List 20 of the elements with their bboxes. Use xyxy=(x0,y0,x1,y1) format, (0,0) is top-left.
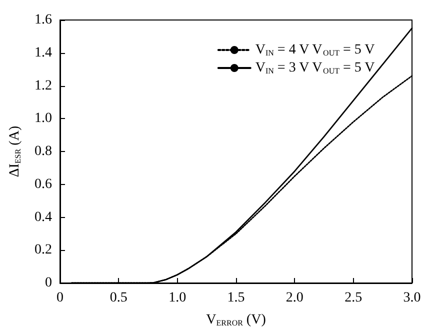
y-tick-label: 0.8 xyxy=(34,144,52,159)
x-tick-label: 1.5 xyxy=(227,290,245,306)
y-tick-label: 0.2 xyxy=(34,242,52,258)
y-tick-label: 0.6 xyxy=(34,176,52,192)
y-tick-label: 0.4 xyxy=(34,210,52,225)
legend-label: VIN = 4 V VOUT = 5 V xyxy=(255,42,375,58)
x-tick-label: 1.0 xyxy=(168,290,186,306)
y-tick-label: 1.0 xyxy=(34,111,52,126)
y-tick-label: 1.6 xyxy=(34,12,52,28)
legend-label: VIN = 3 V VOUT = 5 V xyxy=(255,60,375,76)
y-axis-title: ΔIESR (A) xyxy=(8,126,22,178)
x-tick-label: 0 xyxy=(56,290,64,306)
y-tick-label: 1.2 xyxy=(34,78,52,94)
x-axis-title: VERROR (V) xyxy=(206,312,266,328)
y-tick-label: 1.4 xyxy=(34,45,52,60)
x-tick-label: 3.0 xyxy=(403,290,421,306)
y-tick-label: 0 xyxy=(45,276,52,290)
x-tick-label: 2.5 xyxy=(344,290,362,306)
x-tick-label: 0.5 xyxy=(110,290,128,306)
x-tick-label: 2.0 xyxy=(286,290,304,306)
